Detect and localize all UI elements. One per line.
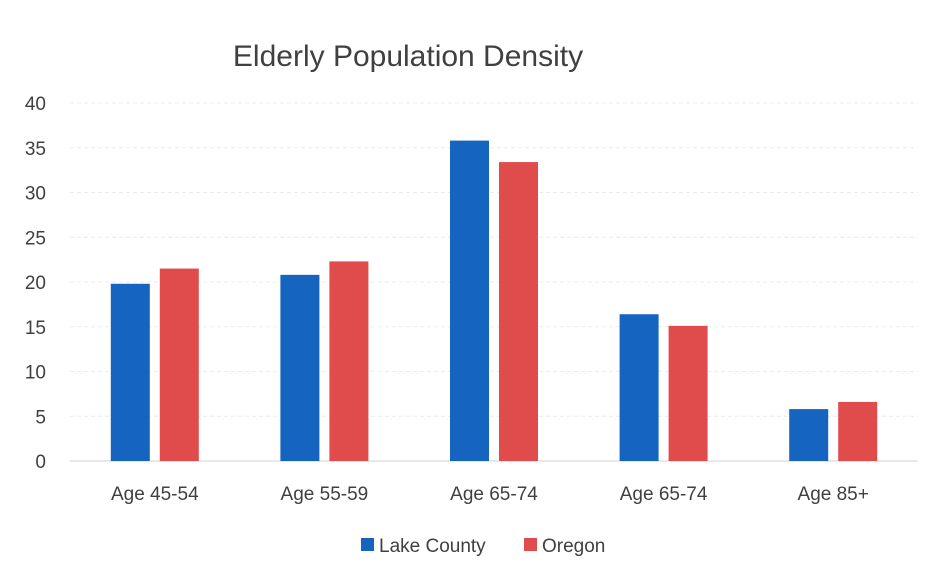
legend: Lake County Oregon — [361, 536, 605, 557]
bars — [110, 140, 878, 461]
y-tick-label: 25 — [25, 228, 46, 249]
x-tick-label: Age 65-74 — [450, 484, 538, 505]
x-tick-label: Age 55-59 — [281, 484, 369, 505]
y-tick-label: 20 — [25, 273, 46, 294]
bar-oregon — [838, 401, 878, 461]
legend-label: Oregon — [542, 536, 605, 557]
x-axis: Age 45-54 Age 55-59 Age 65-74 Age 65-74 Age … — [111, 484, 869, 505]
y-tick-label: 15 — [25, 318, 46, 339]
bar-lake-county — [280, 274, 320, 461]
legend-label: Lake County — [379, 536, 486, 557]
chart-title: Elderly Population Density — [233, 40, 583, 73]
legend-swatch — [524, 538, 537, 551]
bar-oregon — [329, 261, 369, 461]
gridlines — [70, 102, 918, 462]
bar-lake-county — [110, 283, 150, 461]
bar-lake-county — [619, 314, 659, 461]
bar-oregon — [668, 325, 708, 461]
bar-oregon — [159, 268, 199, 461]
x-tick-label: Age 45-54 — [111, 484, 199, 505]
y-tick-label: 5 — [35, 407, 46, 428]
bar-oregon — [499, 162, 538, 461]
y-tick-label: 40 — [25, 94, 46, 115]
y-tick-label: 10 — [25, 363, 46, 384]
bar-lake-county — [450, 140, 489, 461]
y-tick-label: 0 — [35, 452, 46, 473]
bar-lake-county — [789, 409, 829, 461]
legend-swatch — [361, 538, 374, 551]
y-axis: 0 5 10 15 20 25 30 35 40 — [25, 94, 46, 473]
x-tick-label: Age 65-74 — [620, 484, 708, 505]
y-tick-label: 30 — [25, 184, 46, 205]
x-tick-label: Age 85+ — [798, 484, 869, 505]
y-tick-label: 35 — [25, 139, 46, 160]
